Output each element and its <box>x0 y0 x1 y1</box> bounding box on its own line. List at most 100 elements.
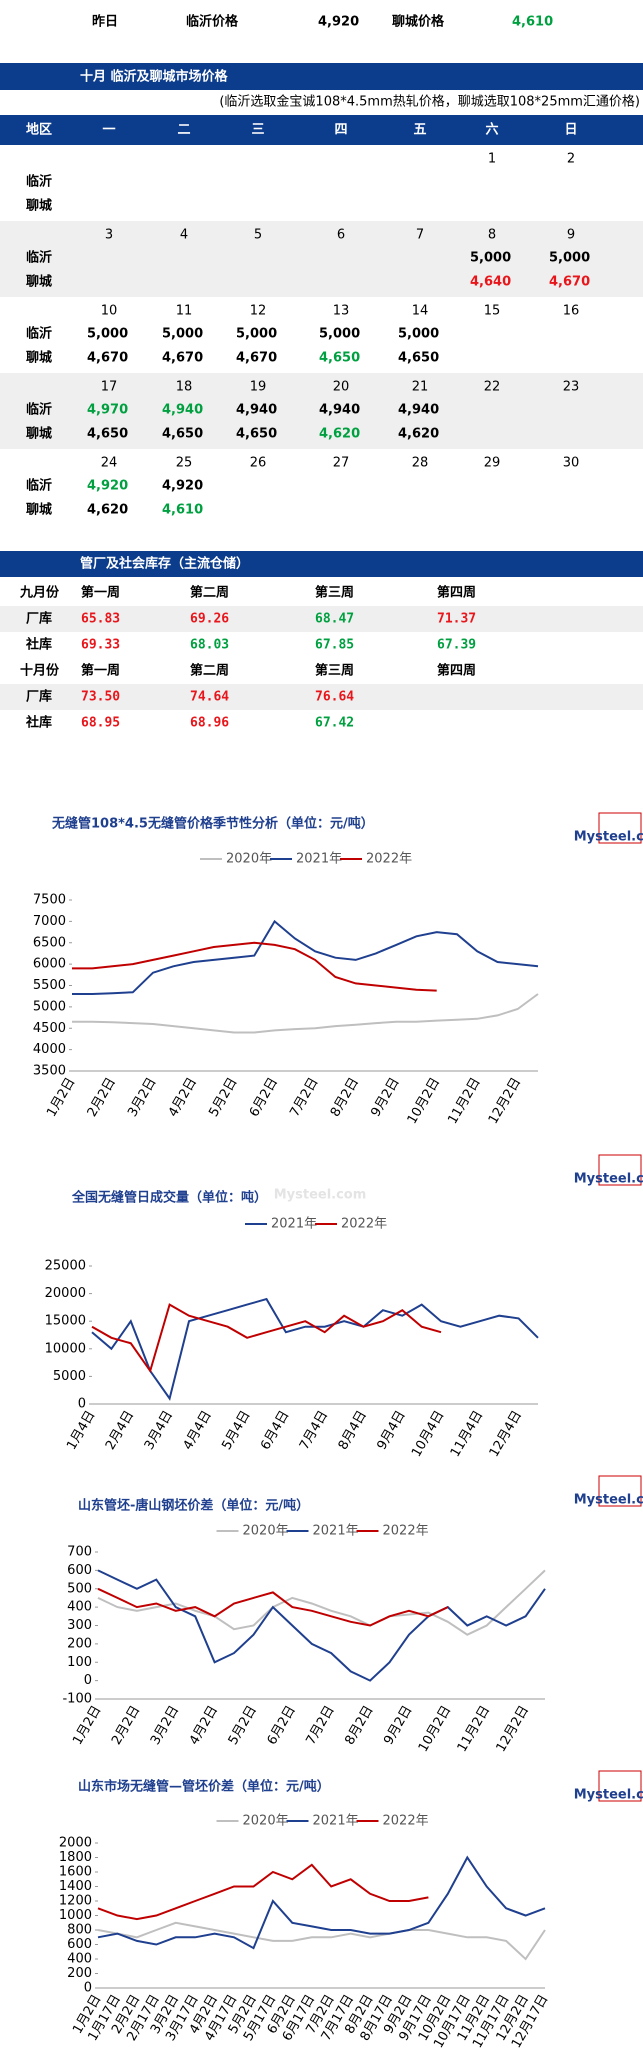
price: 5,000 <box>162 327 203 342</box>
section-bar <box>0 63 643 90</box>
series-line <box>97 1587 449 1627</box>
legend-label: 2020年 <box>243 1814 289 1829</box>
stock: 68.47 <box>315 612 354 627</box>
legend-label: 2022年 <box>366 852 412 867</box>
y-tick-label: 6000 <box>33 957 66 972</box>
stock: 65.83 <box>81 612 120 627</box>
row-bg <box>0 221 643 297</box>
price: 4,940 <box>398 403 439 418</box>
stock: 68.03 <box>190 638 229 653</box>
price: 4,670 <box>236 351 277 366</box>
legend-label: 2021年 <box>296 852 342 867</box>
stock: 67.85 <box>315 638 354 653</box>
y-tick-label: 300 <box>67 1618 92 1633</box>
x-tick-label: 8月2日 <box>328 1075 362 1119</box>
x-tick-label: 8月2日 <box>342 1703 376 1747</box>
price: 4,650 <box>319 351 360 366</box>
legend-label: 2021年 <box>313 1814 359 1829</box>
column-header: 三 <box>251 123 264 138</box>
date: 3 <box>105 228 113 243</box>
series-line <box>72 993 539 1034</box>
header-text: 4,610 <box>512 15 553 30</box>
row-label: 聊城 <box>26 274 52 290</box>
stock: 69.33 <box>81 638 120 653</box>
row-label: 聊城 <box>26 502 52 518</box>
price: 4,940 <box>162 403 203 418</box>
price: 4,670 <box>162 351 203 366</box>
column-header: 五 <box>413 123 426 138</box>
stock: 76.64 <box>315 690 354 705</box>
date: 5 <box>254 228 262 243</box>
logo: Mysteel.com <box>574 1493 643 1508</box>
y-tick-label: 5500 <box>33 978 66 993</box>
price: 4,620 <box>87 503 128 518</box>
y-tick-label: 0 <box>84 1981 92 1996</box>
date: 9 <box>567 228 575 243</box>
date: 17 <box>101 380 118 395</box>
row-bg <box>0 684 643 710</box>
column-header: 四 <box>334 123 347 138</box>
row-label: 聊城 <box>26 350 52 366</box>
series-line <box>97 1855 546 1950</box>
date: 10 <box>101 304 118 319</box>
x-tick-label: 4月2日 <box>187 1703 221 1747</box>
row-label: 社库 <box>25 637 52 653</box>
y-tick-label: 2000 <box>59 1836 92 1851</box>
column-header: 二 <box>177 123 190 138</box>
date: 21 <box>412 380 429 395</box>
x-tick-label: 6月2日 <box>265 1703 299 1747</box>
price: 4,670 <box>549 275 590 290</box>
date: 30 <box>563 456 580 471</box>
week-label: 第一周 <box>81 585 120 601</box>
price: 4,620 <box>398 427 439 442</box>
y-tick-label: 400 <box>67 1600 92 1615</box>
stock: 68.95 <box>81 716 120 731</box>
stock: 69.26 <box>190 612 229 627</box>
x-tick-label: 9月4日 <box>374 1408 408 1452</box>
y-tick-label: 1600 <box>59 1865 92 1880</box>
date: 1 <box>488 152 496 167</box>
header-text: 昨日 <box>92 14 118 30</box>
legend-label: 2021年 <box>271 1217 317 1232</box>
y-tick-label: 3500 <box>33 1064 66 1079</box>
logo-box <box>598 1475 642 1507</box>
legend-label: 2020年 <box>243 1524 289 1539</box>
row-bg <box>0 606 643 632</box>
section-bar <box>0 551 643 577</box>
stock: 73.50 <box>81 690 120 705</box>
x-tick-label: 10月2日 <box>416 1703 454 1755</box>
date: 11 <box>176 304 193 319</box>
x-tick-label: 9月2日 <box>381 1703 415 1747</box>
date: 24 <box>101 456 118 471</box>
series-line <box>97 1921 546 1961</box>
legend-label: 2022年 <box>383 1814 429 1829</box>
series-line <box>72 941 437 992</box>
x-tick-label: 3月4日 <box>142 1408 176 1452</box>
x-tick-label: 1月2日 <box>70 1703 104 1747</box>
logo: Mysteel.com <box>574 1172 643 1187</box>
stock: 74.64 <box>190 690 229 705</box>
price: 4,970 <box>87 403 128 418</box>
x-tick-label: 6月2日 <box>247 1075 281 1119</box>
series-line <box>91 1297 539 1401</box>
y-tick-label: 500 <box>67 1581 92 1596</box>
week-label: 第四周 <box>437 663 476 679</box>
legend-label: 2022年 <box>341 1217 387 1232</box>
y-tick-label: 20000 <box>45 1286 86 1301</box>
chart-title: 全国无缝管日成交量（单位：吨） <box>71 1190 267 1206</box>
price: 5,000 <box>319 327 360 342</box>
week-label: 第二周 <box>190 585 229 601</box>
header-text: 聊城价格 <box>392 14 445 30</box>
price: 4,920 <box>87 479 128 494</box>
x-tick-label: 11月2日 <box>455 1703 493 1755</box>
date: 18 <box>176 380 193 395</box>
y-tick-label: 1800 <box>59 1850 92 1865</box>
price: 4,610 <box>162 503 203 518</box>
x-tick-label: 7月2日 <box>303 1703 337 1747</box>
series-line <box>91 1303 442 1374</box>
row-label: 厂库 <box>26 689 52 705</box>
price: 4,620 <box>319 427 360 442</box>
x-tick-label: 1月4日 <box>64 1408 98 1452</box>
x-tick-label: 10月2日 <box>405 1075 443 1127</box>
section-title: 管厂及社会库存（主流仓储） <box>80 556 249 572</box>
